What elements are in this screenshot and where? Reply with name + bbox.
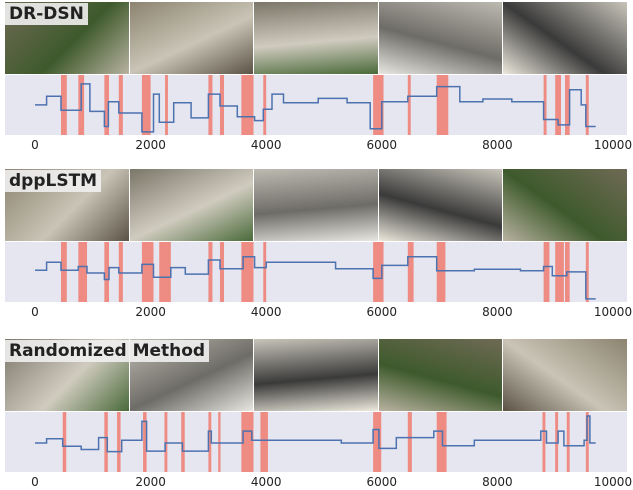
selected-segment-8 <box>241 412 254 472</box>
knife-frame <box>254 2 379 74</box>
selected-segment-16 <box>585 412 589 472</box>
x-tick-label: 10000 <box>594 305 632 319</box>
chopping-board-frame <box>129 2 255 74</box>
keyframe-strip <box>5 169 627 241</box>
x-tick-label: 0 <box>31 305 39 319</box>
selected-segment-0 <box>62 412 67 472</box>
man-talking-frame <box>503 339 627 411</box>
selected-segment-14 <box>555 242 564 302</box>
plot-background <box>5 75 627 135</box>
x-tick-label: 4000 <box>251 305 282 319</box>
selected-segment-2 <box>117 412 121 472</box>
selected-segment-2 <box>104 75 109 135</box>
man-leaning-frame <box>378 169 504 241</box>
selected-segment-4 <box>141 242 154 302</box>
selected-segment-10 <box>373 412 382 472</box>
panel-2: Randomized Method 0 2000 4000 6000 8000 10000 <box>0 339 633 490</box>
selected-segment-7 <box>219 242 225 302</box>
keyframe-strip <box>5 339 627 411</box>
x-tick-label: 8000 <box>482 305 513 319</box>
selected-segment-11 <box>407 75 411 135</box>
selected-segment-2 <box>104 242 109 302</box>
selected-segment-7 <box>219 75 225 135</box>
x-tick-label: 6000 <box>367 475 398 489</box>
method-label: Randomized Method <box>5 340 210 362</box>
x-tick-label: 8000 <box>482 138 513 152</box>
selected-segment-10 <box>373 75 384 135</box>
selected-segment-12 <box>436 242 446 302</box>
selected-segment-0 <box>61 242 67 302</box>
x-tick-label: 4000 <box>251 475 282 489</box>
selected-segment-0 <box>61 75 67 135</box>
importance-plot: 0 2000 4000 6000 8000 10000 <box>5 242 632 319</box>
selected-segment-14 <box>555 75 561 135</box>
x-tick-label: 10000 <box>594 475 632 489</box>
selected-segment-1 <box>104 412 108 472</box>
selected-segment-9 <box>263 242 267 302</box>
selected-segment-14 <box>555 412 559 472</box>
green-pepper-frame <box>254 339 379 411</box>
selected-segment-6 <box>208 75 213 135</box>
importance-score-line <box>35 256 596 300</box>
selected-segment-13 <box>542 412 546 472</box>
selected-segment-8 <box>241 75 254 135</box>
selected-segment-12 <box>436 75 449 135</box>
plot-background <box>5 242 627 302</box>
selected-segment-11 <box>407 412 412 472</box>
importance-plot: 0 2000 4000 6000 8000 10000 <box>5 412 632 489</box>
man-talking-frame <box>503 169 627 241</box>
selected-segment-4 <box>141 75 151 135</box>
selected-segment-7 <box>218 412 221 472</box>
x-tick-label: 10000 <box>594 138 632 152</box>
selected-segment-13 <box>543 75 547 135</box>
selected-segment-15 <box>566 412 570 472</box>
selected-segment-16 <box>585 242 589 302</box>
x-tick-label: 0 <box>31 138 39 152</box>
x-tick-label: 6000 <box>367 138 398 152</box>
onion-peeling-frame <box>129 169 255 241</box>
x-tick-label: 2000 <box>135 138 166 152</box>
man-talking-frame <box>503 2 627 74</box>
importance-score-line <box>35 415 596 453</box>
selected-segment-8 <box>241 242 254 302</box>
selected-segment-16 <box>585 75 589 135</box>
pepper-cutting-frame <box>254 169 379 241</box>
x-tick-label: 6000 <box>367 305 398 319</box>
pot-stove-frame <box>378 339 504 411</box>
selected-segment-10 <box>373 242 384 302</box>
selected-segment-3 <box>118 75 123 135</box>
selected-segment-11 <box>407 242 414 302</box>
x-tick-label: 8000 <box>482 475 513 489</box>
keyframe-strip <box>5 2 627 74</box>
plot-background <box>5 412 627 472</box>
selected-segment-5 <box>181 412 185 472</box>
importance-plot: 0 2000 4000 6000 8000 10000 <box>5 75 632 152</box>
stove-pot-frame <box>378 2 504 74</box>
selected-segment-5 <box>165 75 168 135</box>
selected-segment-13 <box>543 242 550 302</box>
selected-segment-4 <box>164 412 168 472</box>
selected-segment-9 <box>260 412 268 472</box>
selected-segment-3 <box>118 242 123 302</box>
selected-segment-5 <box>159 242 171 302</box>
method-label: dppLSTM <box>5 170 102 192</box>
x-tick-label: 2000 <box>135 475 166 489</box>
selected-segment-6 <box>208 242 213 302</box>
selected-segment-15 <box>565 75 570 135</box>
x-tick-label: 4000 <box>251 138 282 152</box>
selected-segment-3 <box>143 412 147 472</box>
x-tick-label: 0 <box>31 475 39 489</box>
importance-score-line <box>35 83 596 133</box>
selected-segment-12 <box>436 412 447 472</box>
selected-segment-1 <box>78 242 88 302</box>
selected-segment-9 <box>263 75 267 135</box>
x-tick-label: 2000 <box>135 305 166 319</box>
panel-1: dppLSTM 0 2000 4000 6000 8000 10000 <box>0 169 633 320</box>
panel-0: DR-DSN 0 2000 4000 6000 8000 10000 <box>0 2 633 153</box>
selected-segment-6 <box>208 412 212 472</box>
method-label: DR-DSN <box>5 3 88 25</box>
